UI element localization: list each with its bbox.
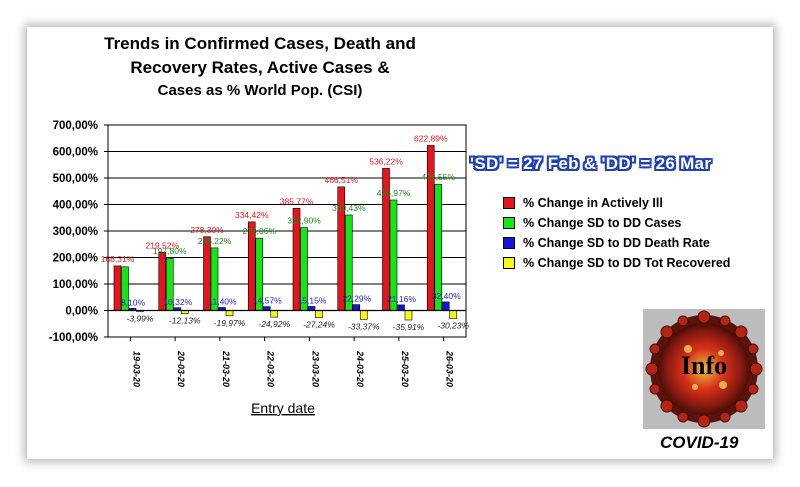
- y-tick-label: -100,00%: [49, 332, 98, 344]
- data-label: 197,80%: [153, 246, 187, 256]
- data-label: 8,10%: [121, 297, 146, 307]
- bar: [315, 310, 323, 319]
- period-note: 'SD' = 27 Feb & 'DD' = 26 Mar: [470, 154, 712, 173]
- data-label: 273,06%: [242, 226, 276, 236]
- y-tick-label: 0,00%: [65, 306, 98, 318]
- legend-swatch: [503, 197, 515, 209]
- y-tick-label: 400,00%: [53, 200, 98, 212]
- data-label: -19,97%: [214, 318, 246, 328]
- data-label: 622,89%: [414, 133, 448, 143]
- bar: [449, 310, 458, 319]
- data-label: -30,23%: [437, 321, 469, 331]
- legend-item: % Change SD to DD Cases: [503, 213, 730, 233]
- data-label: 360,43%: [332, 203, 366, 213]
- data-label: -24,92%: [258, 319, 290, 329]
- x-axis-title: Entry date: [251, 400, 315, 416]
- legend-label: % Change SD to DD Tot Recovered: [523, 256, 731, 270]
- virus-icon: [645, 310, 763, 428]
- bar: [225, 310, 234, 317]
- bar: [441, 301, 450, 311]
- x-tick-label: 26-03-20: [445, 350, 455, 387]
- covid-label: COVID-19: [660, 433, 739, 452]
- data-label: -12,13%: [169, 316, 201, 326]
- data-label: 476,55%: [421, 172, 455, 182]
- y-tick-label: 700,00%: [53, 120, 98, 132]
- data-label: 168,31%: [101, 254, 135, 264]
- bar: [307, 306, 316, 311]
- legend-label: % Change in Actively Ill: [523, 196, 663, 210]
- data-label: 10,32%: [163, 297, 192, 307]
- data-label: 536,22%: [369, 156, 403, 166]
- data-label: 219,52%: [145, 240, 179, 250]
- y-tick-label: 100,00%: [53, 279, 98, 291]
- x-tick-label: 19-03-20: [131, 351, 141, 387]
- covid-virus-logo: Info: [643, 309, 765, 429]
- legend-item: % Change SD to DD Tot Recovered: [503, 253, 730, 273]
- x-tick-label: 24-03-20: [355, 350, 365, 387]
- y-tick-label: 200,00%: [53, 253, 98, 265]
- chart-title-line-2: Recovery Rates, Active Cases &: [130, 58, 390, 77]
- data-label: -27,24%: [303, 320, 335, 330]
- bar: [352, 304, 361, 311]
- legend-label: % Change SD to DD Cases: [523, 216, 682, 230]
- x-tick-label: 20-03-20: [176, 350, 186, 387]
- x-tick-label: 22-03-20: [266, 350, 276, 387]
- data-label: 466,51%: [324, 175, 358, 185]
- bar: [426, 145, 435, 311]
- data-label: 334,42%: [235, 210, 269, 220]
- legend-label: % Change SD to DD Death Rate: [523, 236, 710, 250]
- bar: [359, 310, 368, 320]
- chart-title-line-3: Cases as % World Pop. (CSI): [157, 82, 363, 99]
- data-label: 21,16%: [387, 294, 416, 304]
- data-label: -35,91%: [393, 322, 425, 332]
- logo-text: Info: [680, 351, 728, 380]
- legend-swatch: [503, 237, 515, 249]
- data-label: 278,30%: [190, 225, 224, 235]
- bar: [404, 310, 413, 321]
- data-label: 14,57%: [253, 296, 282, 306]
- data-label: 22,29%: [342, 294, 371, 304]
- data-label: 15,15%: [298, 295, 327, 305]
- data-label: 32,40%: [432, 291, 461, 301]
- data-label: 312,90%: [287, 216, 321, 226]
- y-tick-label: 300,00%: [53, 226, 98, 238]
- x-tick-label: 21-03-20: [221, 350, 231, 387]
- bar: [270, 310, 279, 318]
- legend-swatch: [503, 257, 515, 269]
- data-label: -3,99%: [127, 314, 154, 324]
- x-tick-label: 23-03-20: [310, 350, 320, 387]
- bar: [113, 265, 122, 311]
- bar: [397, 304, 405, 311]
- chart-title-line-1: Trends in Confirmed Cases, Death and: [104, 34, 416, 53]
- data-label: 236,22%: [198, 236, 232, 246]
- data-label: 385,77%: [280, 196, 314, 206]
- legend-swatch: [503, 217, 515, 229]
- data-label: 416,97%: [377, 188, 411, 198]
- data-label: 11,40%: [208, 296, 237, 306]
- y-tick-label: 600,00%: [53, 147, 98, 159]
- y-tick-label: 500,00%: [53, 173, 98, 185]
- x-tick-label: 25-03-20: [400, 350, 410, 387]
- data-label: -33,37%: [348, 321, 380, 331]
- legend-item: % Change SD to DD Death Rate: [503, 233, 730, 253]
- chart-legend: % Change in Actively Ill % Change SD to …: [503, 193, 730, 273]
- legend-item: % Change in Actively Ill: [503, 193, 730, 213]
